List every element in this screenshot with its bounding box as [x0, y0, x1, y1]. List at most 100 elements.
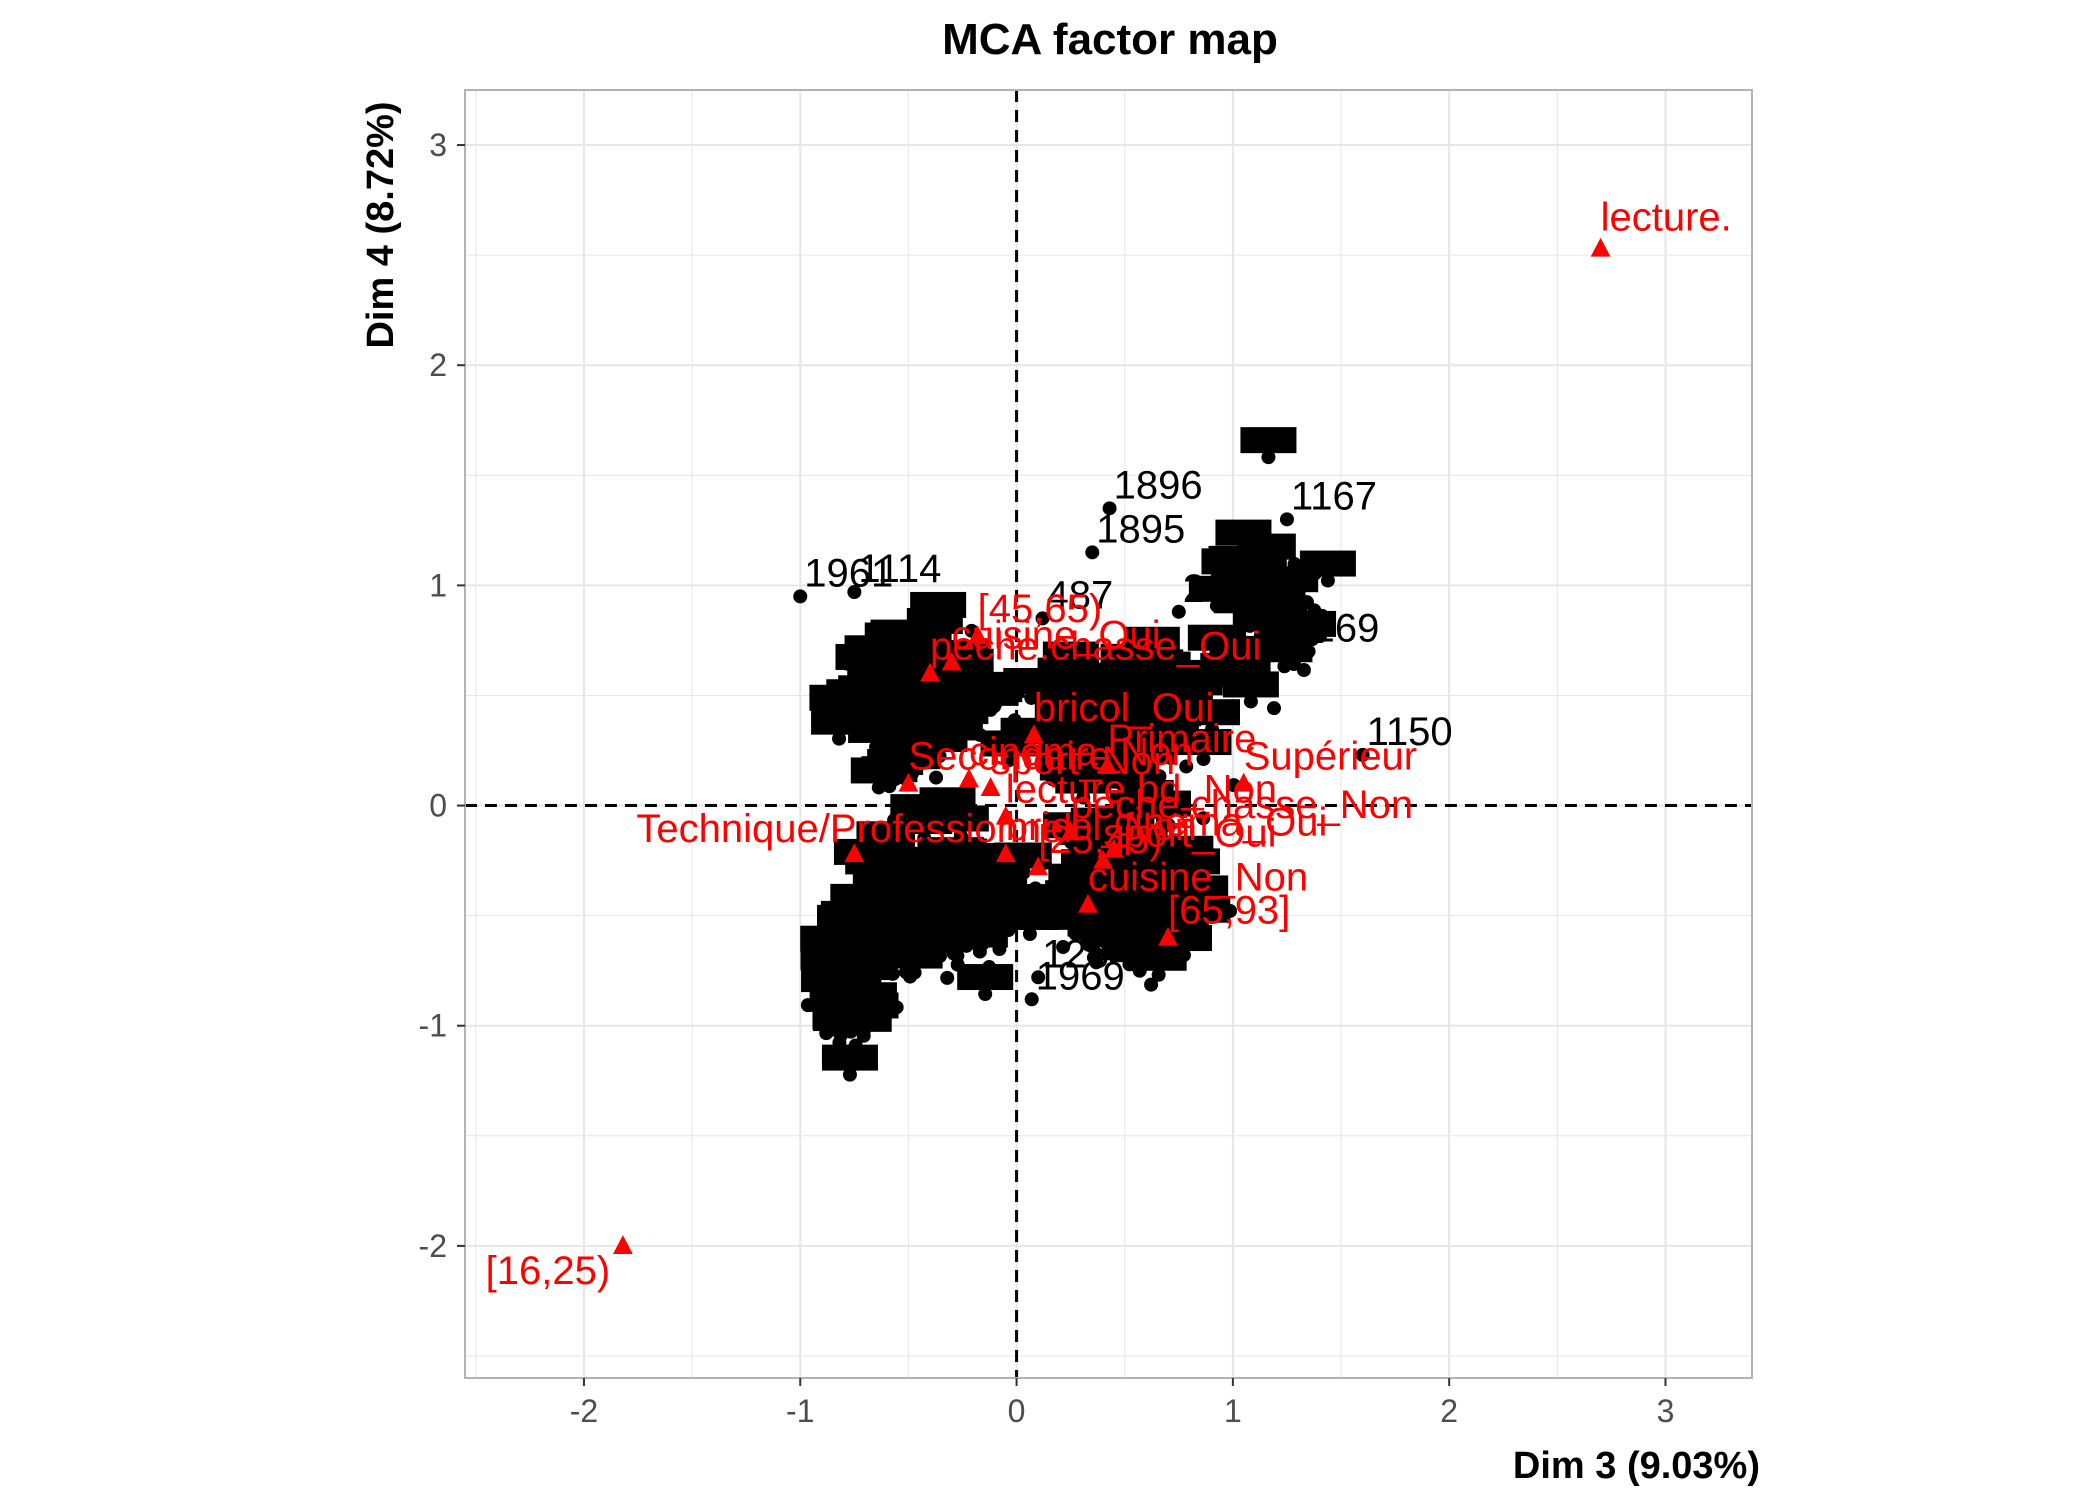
y-tick-label: 3	[429, 127, 447, 163]
individual-label: 2000	[1183, 567, 1272, 611]
individual-label: 1167	[1291, 474, 1377, 518]
individual-point	[1024, 992, 1039, 1007]
category-label: Primaire	[1107, 717, 1256, 761]
individual-point	[1151, 967, 1166, 982]
x-tick-label: -2	[570, 1393, 598, 1429]
y-tick-label: 2	[429, 347, 447, 383]
overlapping-label-blob	[980, 730, 1037, 757]
individual-point	[1266, 701, 1281, 716]
overlapping-label-blob	[1117, 651, 1174, 678]
category-label: [65,93]	[1168, 889, 1290, 933]
overlapping-label-blob	[1299, 550, 1356, 577]
x-tick-label: 0	[1008, 1393, 1026, 1429]
individual-point	[1355, 747, 1370, 762]
x-tick-label: -1	[786, 1393, 814, 1429]
individual-point	[1279, 512, 1294, 527]
category-point	[995, 805, 1016, 825]
individual-point	[978, 987, 993, 1002]
overlapping-label-blob	[1201, 548, 1258, 575]
overlapping-label-blob	[1214, 647, 1271, 674]
overlapping-label-blob	[1240, 585, 1297, 612]
category-label: [16,25)	[486, 1249, 611, 1293]
individual-point	[1022, 926, 1037, 941]
overlapping-label-blob	[1280, 610, 1337, 637]
overlapping-label-blob	[821, 1044, 878, 1071]
individual-point	[1171, 604, 1186, 619]
category-point	[920, 662, 940, 682]
category-point	[980, 777, 1001, 797]
individual-label: 128	[1042, 932, 1109, 976]
individual-point	[1056, 940, 1071, 955]
individual-point	[871, 780, 886, 795]
category-point	[1023, 724, 1044, 744]
individual-point	[1144, 977, 1159, 992]
individual-point	[856, 1028, 871, 1043]
individual-label: 1150	[1367, 710, 1453, 754]
individual-point	[929, 770, 944, 785]
category-point	[967, 625, 988, 645]
category-label: bricol_Non	[1006, 805, 1197, 849]
category-point	[898, 772, 919, 792]
overlapping-label-blob	[1094, 865, 1151, 892]
overlapping-label-blob	[850, 757, 907, 784]
x-tick-label: 3	[1657, 1393, 1675, 1429]
overlapping-label-blob	[811, 708, 868, 735]
individual-point	[940, 970, 955, 985]
overlapping-label-blob	[816, 904, 873, 931]
category-label: cinema_Oui	[1114, 801, 1327, 845]
individual-point	[907, 965, 922, 980]
category-label: peche.chasse_Oui	[930, 624, 1261, 668]
x-axis-title: Dim 3 (9.03%)	[1513, 1445, 1760, 1487]
category-point	[995, 843, 1016, 863]
category-label: Technique/Professionnel	[636, 807, 1072, 851]
overlapping-label-blob	[834, 954, 891, 981]
category-point	[1590, 237, 1611, 257]
individual-point	[1243, 694, 1258, 709]
category-point	[1078, 893, 1098, 913]
individual-point	[1320, 573, 1335, 588]
individual-point	[793, 589, 808, 604]
overlapping-label-blob	[1215, 519, 1272, 546]
category-point	[1104, 838, 1124, 858]
y-tick-label: 0	[429, 788, 447, 824]
category-label: sport_Oui	[1103, 812, 1276, 856]
individual-point	[832, 731, 847, 746]
individual-point	[1088, 946, 1103, 961]
category-point	[1233, 772, 1254, 792]
category-label: cuisine_Oui	[952, 613, 1161, 657]
chart-title: MCA factor map	[942, 15, 1278, 64]
individual-point	[1001, 753, 1016, 768]
overlapping-label-blob	[896, 808, 953, 835]
individual-label: 1896	[1114, 463, 1203, 507]
category-point	[941, 651, 962, 671]
individual-point	[842, 1067, 857, 1082]
individual-point	[917, 831, 932, 846]
overlapping-label-blob	[1142, 720, 1199, 747]
individual-point	[1179, 759, 1194, 774]
overlapping-label-blob	[825, 977, 882, 1004]
individual-label: 487	[1047, 573, 1114, 617]
category-point	[1158, 926, 1178, 946]
overlapping-label-blob	[870, 619, 927, 646]
individual-point	[1102, 501, 1117, 516]
category-label: cinema_Non	[969, 730, 1194, 774]
overlapping-label-blob	[835, 1005, 892, 1032]
x-tick-label: 1	[1224, 1393, 1242, 1429]
category-label: peche.chasse_Non	[1071, 783, 1413, 827]
overlapping-label-blob	[1080, 919, 1137, 946]
category-point	[613, 1235, 633, 1254]
category-label: Supérieur	[1244, 735, 1417, 779]
individual-point	[1076, 790, 1091, 805]
category-point	[1093, 849, 1113, 869]
panel-border	[464, 89, 1753, 1379]
category-label: lecture.bd_Non	[1006, 768, 1277, 812]
individual-label: 1114	[858, 547, 941, 591]
overlapping-label-blob	[910, 591, 967, 618]
category-label: lecture.	[1601, 196, 1732, 240]
y-axis-title: Dim 4 (8.72%)	[360, 101, 402, 348]
y-tick-label: -2	[419, 1228, 447, 1264]
category-label: bricol_Oui	[1034, 686, 1214, 730]
x-tick-label: 2	[1440, 1393, 1458, 1429]
overlapping-label-blob	[1098, 816, 1155, 843]
